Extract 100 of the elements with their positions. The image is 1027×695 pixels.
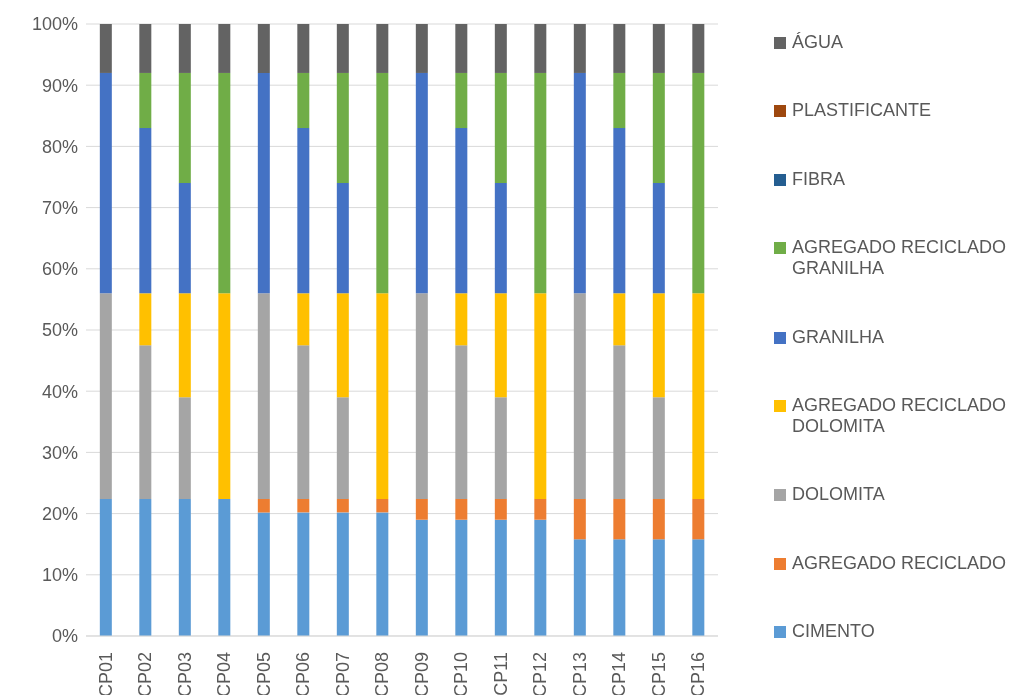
bar [534,498,547,520]
bar [218,24,231,73]
y-tick-label: 90% [41,75,78,96]
bar [376,293,389,499]
legend-label: AGREGADO RECICLADO DOLOMITA [792,394,1008,437]
bar [613,72,626,129]
bar [692,24,705,73]
bar [652,24,665,73]
legend-label: AGREGADO RECICLADO [792,552,1007,574]
bar [494,293,507,398]
bar [139,498,152,636]
legend-label: FIBRA [792,168,846,190]
bar [376,24,389,73]
y-tick-label: 60% [41,259,78,280]
bar [692,293,705,499]
bar [139,345,152,499]
x-tick-label: CP11 [490,652,511,695]
bar [455,72,468,129]
bar [257,512,270,636]
bar [336,24,349,73]
bar [613,345,626,499]
bar [415,498,428,520]
bar [415,519,428,636]
bar [178,72,191,184]
bar [455,24,468,73]
bar [178,24,191,73]
bar [573,24,586,73]
bar [652,72,665,184]
bar [376,498,389,513]
bar [573,539,586,636]
bar [139,24,152,73]
bar [613,293,626,346]
y-tick-label: 100% [31,14,78,35]
bar [178,498,191,636]
bar [99,498,112,636]
bar [297,72,310,129]
legend-label: ÁGUA [792,32,844,53]
bar [534,72,547,294]
y-tick-label: 50% [41,320,78,341]
bar [613,24,626,73]
bar [297,24,310,73]
bar [297,345,310,499]
bar [455,498,468,520]
bar [415,293,428,499]
bar [652,183,665,294]
bar [652,293,665,398]
bar [613,539,626,636]
bar [336,183,349,294]
bar [376,512,389,636]
bar [336,397,349,499]
bar [257,498,270,513]
bar [534,24,547,73]
bar [257,24,270,73]
bar [573,498,586,540]
legend-label: AGREGADO RECICLADO GRANILHA [792,237,1008,280]
bar [652,397,665,499]
y-tick-label: 10% [41,565,78,586]
bar [652,539,665,636]
bar [455,128,468,294]
bar [534,293,547,499]
y-tick-label: 20% [41,503,78,524]
bar [573,293,586,499]
y-tick-label: 80% [41,136,78,157]
bar [494,498,507,520]
bar [139,293,152,346]
bar [218,72,231,294]
bar [297,128,310,294]
bar [692,498,705,540]
bar [218,293,231,499]
legend-label: GRANILHA [792,326,885,348]
bar [494,397,507,499]
bar [494,183,507,294]
bar [178,397,191,499]
bar [573,72,586,294]
bar [455,519,468,636]
bar [494,72,507,184]
bar [692,72,705,294]
bar [218,498,231,636]
bar [178,293,191,398]
bar [534,519,547,636]
legend-label: DOLOMITA [792,484,885,506]
bar [336,512,349,636]
legend-label: PLASTIFICANTE [792,100,932,122]
bar [455,345,468,499]
bar [178,183,191,294]
bar [99,293,112,499]
bar [139,72,152,129]
bar [99,24,112,73]
bar [297,293,310,346]
bar [99,72,112,294]
bar [613,498,626,540]
y-tick-label: 70% [41,197,78,218]
y-tick-label: 40% [41,381,78,402]
bar [415,72,428,294]
y-tick-label: 30% [41,442,78,463]
bar [415,24,428,73]
y-tick-label: 0% [51,626,78,647]
bar [336,498,349,513]
bar [257,293,270,499]
bar [139,128,152,294]
